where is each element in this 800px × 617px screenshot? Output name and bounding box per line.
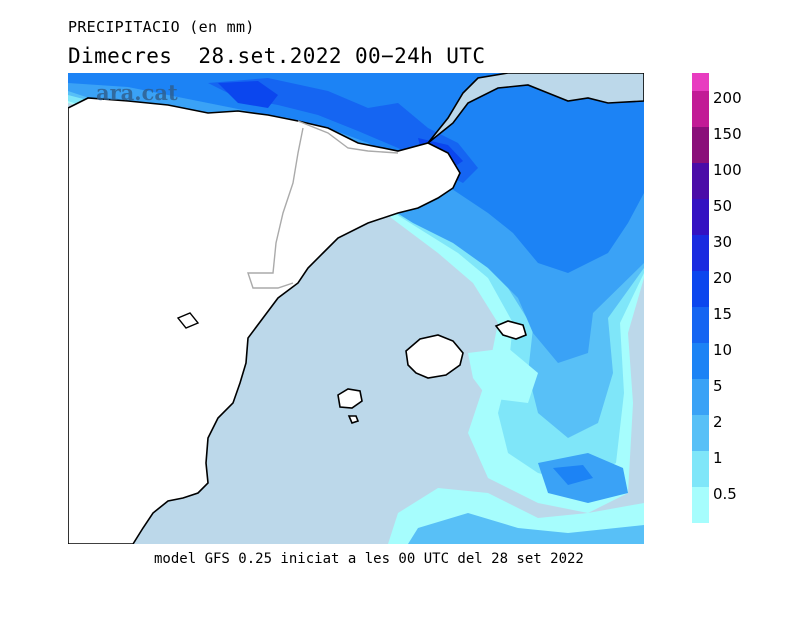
land-iberia (68, 97, 461, 544)
precip-patch-east-core (553, 465, 593, 485)
legend-label: 200 (713, 89, 742, 107)
legend-label: 50 (713, 197, 733, 215)
legend-label: 15 (713, 305, 733, 323)
legend-label: 2 (713, 413, 723, 431)
precip-band-10 (68, 73, 644, 273)
precip-patch-south-2 (408, 513, 644, 544)
island-formentera (347, 415, 360, 424)
island-ibiza (337, 388, 363, 409)
legend-swatch (692, 91, 709, 127)
model-info-footer: model GFS 0.25 iniciat a les 00 UTC del … (154, 551, 584, 567)
legend-label: 150 (713, 125, 742, 143)
legend-swatch (692, 199, 709, 235)
legend-label: 100 (713, 161, 742, 179)
legend-label: 0.5 (713, 485, 737, 503)
land-france (427, 73, 644, 144)
legend-label: 20 (713, 269, 733, 287)
precip-patch-mid (468, 348, 538, 403)
legend-swatch (692, 127, 709, 163)
precip-band-15 (208, 78, 478, 183)
legend-swatch (692, 163, 709, 199)
precipitation-map (68, 73, 644, 544)
ara-cat-watermark: ara.cat (96, 80, 178, 105)
legend-label: 30 (713, 233, 733, 251)
legend-swatch (692, 235, 709, 271)
legend-swatch-top (692, 73, 709, 91)
legend-label: 10 (713, 341, 733, 359)
map-subtitle-date: Dimecres 28.set.2022 00−24h UTC (68, 44, 486, 68)
legend-swatch (692, 451, 709, 487)
legend-label: 5 (713, 377, 723, 395)
island-menorca (494, 320, 527, 340)
island-mallorca (405, 334, 464, 379)
legend-swatch (692, 379, 709, 415)
legend-swatch (692, 271, 709, 307)
legend-swatch (692, 343, 709, 379)
map-title: PRECIPITACIO (en mm) (68, 18, 255, 36)
precipitation-map-svg (68, 73, 644, 544)
legend-label: 1 (713, 449, 723, 467)
coast-detail (176, 312, 200, 329)
legend-swatch (692, 415, 709, 451)
border-lines (247, 120, 399, 289)
legend-swatch (692, 487, 709, 523)
legend-swatch (692, 307, 709, 343)
